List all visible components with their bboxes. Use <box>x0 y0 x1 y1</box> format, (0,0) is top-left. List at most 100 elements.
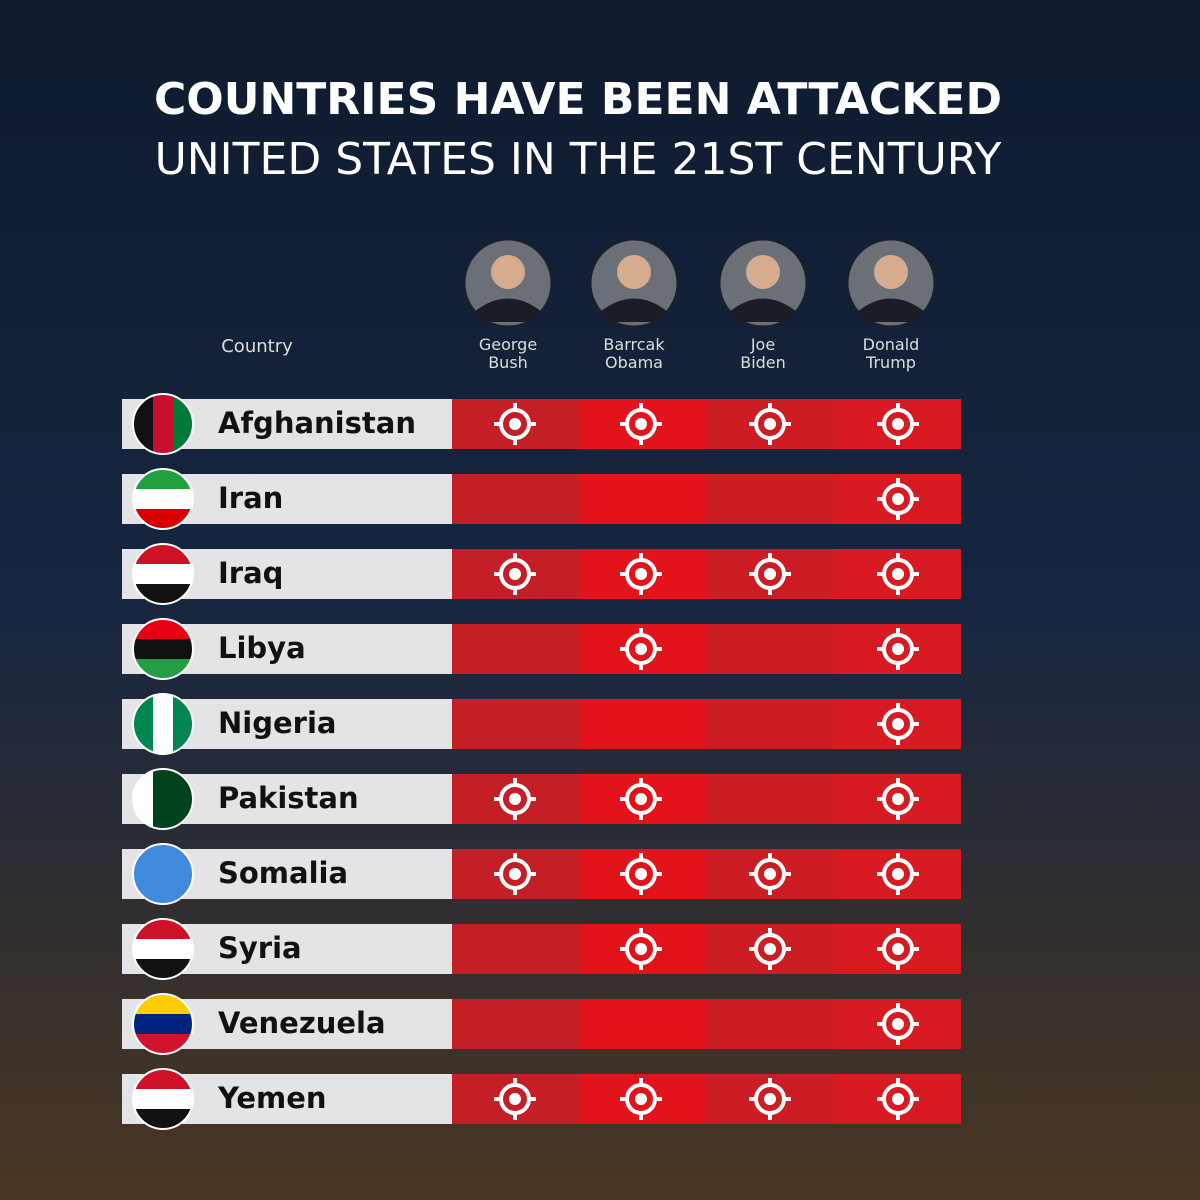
flag-stripe <box>133 489 193 510</box>
target-icon <box>494 553 536 595</box>
flag-stripe <box>133 469 193 490</box>
flag-stripe <box>133 864 193 885</box>
flag-border <box>132 543 194 605</box>
country-name: Pakistan <box>218 781 359 815</box>
target-cross <box>877 1078 919 1120</box>
photo-head <box>874 255 908 289</box>
target-icon <box>877 853 919 895</box>
target-icon <box>620 928 662 970</box>
flag-stripe <box>153 694 174 754</box>
target-dot <box>892 868 904 880</box>
photo-suit <box>857 298 925 322</box>
target-icon <box>749 928 791 970</box>
attack-cell <box>706 474 834 524</box>
flag-stripe <box>133 1089 193 1110</box>
target-cross <box>620 553 662 595</box>
flag-stripe <box>133 844 193 865</box>
photo-suit <box>474 298 542 322</box>
target-dot <box>892 493 904 505</box>
target-cross <box>749 928 791 970</box>
target-cross <box>877 853 919 895</box>
target-dot <box>892 643 904 655</box>
target-icon <box>877 478 919 520</box>
flag-stripe <box>133 1014 193 1035</box>
attack-cell <box>706 999 834 1049</box>
target-cross <box>749 553 791 595</box>
flag-stripe <box>153 769 174 829</box>
target-cross <box>877 628 919 670</box>
target-dot <box>764 568 776 580</box>
target-cross <box>749 853 791 895</box>
target-cross <box>749 1078 791 1120</box>
flag-stripe <box>133 994 193 1015</box>
target-icon <box>749 1078 791 1120</box>
president-name-box: George Bush <box>479 336 537 372</box>
flag-stripe <box>133 544 193 565</box>
target-icon <box>749 403 791 445</box>
flag-stripe <box>133 619 193 640</box>
attack-cell <box>452 999 579 1049</box>
country-name: Iraq <box>218 556 283 590</box>
target-dot <box>892 1018 904 1030</box>
target-cross <box>494 403 536 445</box>
flag-stripe <box>133 564 193 585</box>
target-cross <box>620 928 662 970</box>
photo-head <box>746 255 780 289</box>
flag-stripe <box>133 694 154 754</box>
target-dot <box>635 643 647 655</box>
target-icon <box>620 403 662 445</box>
target-icon <box>877 778 919 820</box>
target-cross <box>877 703 919 745</box>
president-name-box: Joe Biden <box>740 336 786 372</box>
country-header: Country <box>221 336 293 357</box>
target-dot <box>509 793 521 805</box>
target-cross <box>620 778 662 820</box>
flag-border <box>132 693 194 755</box>
target-icon <box>620 553 662 595</box>
attack-cell <box>452 699 579 749</box>
flag-border <box>132 843 194 905</box>
attack-cell <box>579 999 706 1049</box>
subtitle: UNITED STATES IN THE 21ST CENTURY <box>155 134 1002 185</box>
target-dot <box>764 868 776 880</box>
attack-cell <box>452 474 579 524</box>
target-icon <box>494 403 536 445</box>
flag-border <box>132 618 194 680</box>
president-name: Barrcak Obama <box>603 336 665 372</box>
flag-border <box>132 1068 194 1130</box>
president-name: Donald Trump <box>862 336 920 372</box>
target-dot <box>635 943 647 955</box>
president-name-box: Barrcak Obama <box>603 336 665 372</box>
target-dot <box>509 1093 521 1105</box>
target-cross <box>620 1078 662 1120</box>
target-cross <box>620 853 662 895</box>
target-icon <box>620 628 662 670</box>
target-cross <box>494 853 536 895</box>
attack-cell <box>579 474 706 524</box>
target-icon <box>494 778 536 820</box>
target-cross <box>494 553 536 595</box>
country-name: Yemen <box>217 1081 327 1115</box>
target-cross <box>494 778 536 820</box>
target-cross <box>749 403 791 445</box>
flag-stripe <box>133 919 193 940</box>
target-cross <box>877 778 919 820</box>
flag-stripe <box>153 394 174 454</box>
target-icon <box>749 553 791 595</box>
target-dot <box>764 1093 776 1105</box>
flag-stripe <box>133 769 154 829</box>
target-cross <box>877 553 919 595</box>
target-icon <box>877 1078 919 1120</box>
target-dot <box>509 568 521 580</box>
photo-head <box>617 255 651 289</box>
target-icon <box>620 853 662 895</box>
target-dot <box>635 1093 647 1105</box>
target-cross <box>877 1003 919 1045</box>
target-dot <box>764 943 776 955</box>
target-icon <box>877 1003 919 1045</box>
target-icon <box>877 703 919 745</box>
target-dot <box>892 1093 904 1105</box>
flag-stripe <box>133 1069 193 1090</box>
